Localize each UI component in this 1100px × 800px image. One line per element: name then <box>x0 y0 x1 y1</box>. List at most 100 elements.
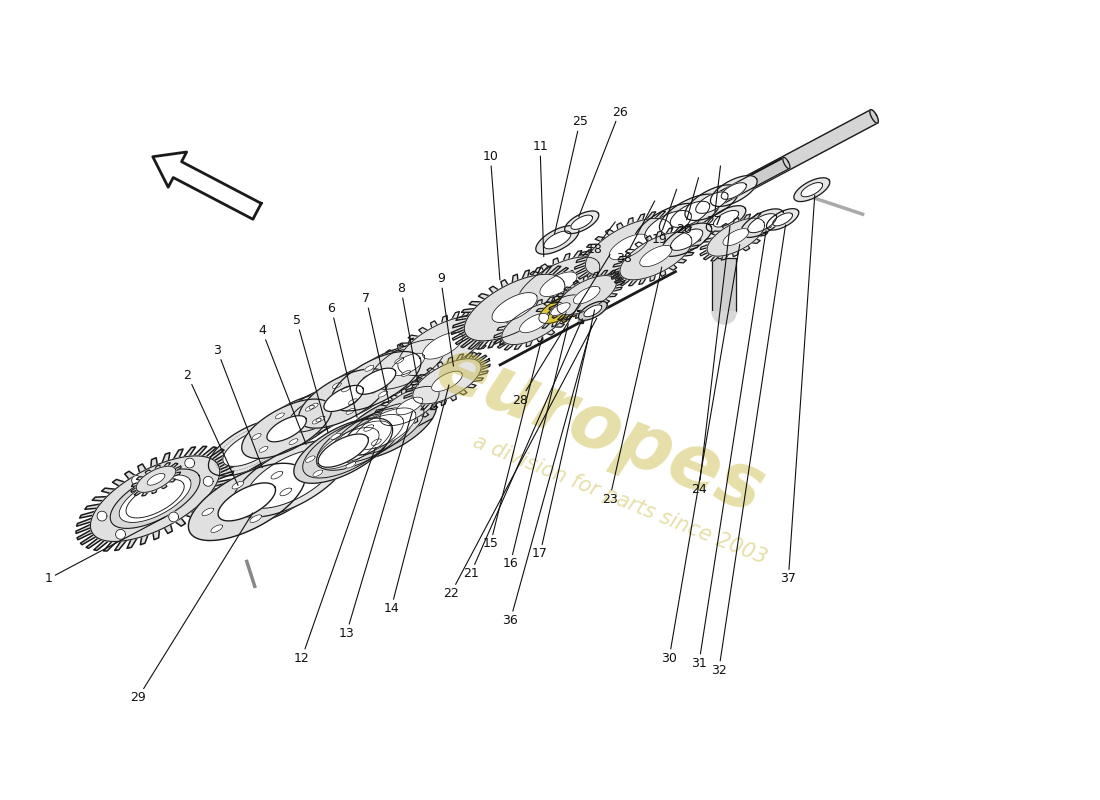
Text: 14: 14 <box>383 385 449 615</box>
Polygon shape <box>390 354 425 376</box>
Polygon shape <box>116 530 125 539</box>
Polygon shape <box>519 314 549 333</box>
Polygon shape <box>299 369 388 428</box>
Text: 13: 13 <box>339 411 412 640</box>
Polygon shape <box>364 425 374 431</box>
Polygon shape <box>258 446 268 452</box>
Polygon shape <box>188 463 305 541</box>
Text: 19: 19 <box>651 190 676 246</box>
Polygon shape <box>153 152 261 219</box>
Polygon shape <box>318 434 368 467</box>
Text: 2: 2 <box>184 369 238 486</box>
Polygon shape <box>306 406 315 411</box>
Polygon shape <box>223 429 280 466</box>
Polygon shape <box>90 456 220 542</box>
Polygon shape <box>245 449 336 508</box>
Polygon shape <box>464 274 565 341</box>
Polygon shape <box>316 427 380 469</box>
Polygon shape <box>312 418 321 424</box>
Polygon shape <box>252 434 261 439</box>
Polygon shape <box>670 229 703 250</box>
Polygon shape <box>609 234 648 260</box>
Polygon shape <box>441 110 878 351</box>
Polygon shape <box>362 375 372 381</box>
Text: 23: 23 <box>602 267 662 506</box>
Text: 15: 15 <box>483 338 542 550</box>
Polygon shape <box>144 438 263 508</box>
Polygon shape <box>748 214 777 233</box>
Polygon shape <box>372 439 382 446</box>
Polygon shape <box>519 296 528 310</box>
Polygon shape <box>126 479 184 518</box>
Polygon shape <box>794 178 829 202</box>
Polygon shape <box>517 257 600 311</box>
Polygon shape <box>309 403 318 409</box>
Polygon shape <box>402 370 410 377</box>
Polygon shape <box>670 202 710 227</box>
Polygon shape <box>317 414 403 470</box>
Text: 30: 30 <box>661 245 740 665</box>
Polygon shape <box>353 408 416 450</box>
Polygon shape <box>232 440 349 518</box>
Polygon shape <box>700 214 771 261</box>
Polygon shape <box>147 474 165 485</box>
Text: 27: 27 <box>706 166 722 228</box>
Text: 8: 8 <box>397 282 418 385</box>
Polygon shape <box>459 158 790 341</box>
Text: 24: 24 <box>691 226 730 496</box>
Text: 3: 3 <box>213 344 262 468</box>
Polygon shape <box>722 182 747 199</box>
Polygon shape <box>119 475 191 522</box>
Polygon shape <box>211 525 222 533</box>
Text: 20: 20 <box>676 178 698 236</box>
Polygon shape <box>332 382 341 389</box>
Polygon shape <box>131 462 182 496</box>
Polygon shape <box>661 223 712 256</box>
Polygon shape <box>370 388 378 394</box>
Polygon shape <box>772 213 792 226</box>
Polygon shape <box>506 250 610 318</box>
Polygon shape <box>557 275 616 314</box>
Text: a division for parts since 2003: a division for parts since 2003 <box>470 431 769 568</box>
Polygon shape <box>801 182 823 197</box>
Polygon shape <box>713 312 736 324</box>
Polygon shape <box>232 482 244 489</box>
Polygon shape <box>711 175 757 206</box>
Polygon shape <box>110 469 200 529</box>
Text: 18: 18 <box>586 222 615 255</box>
Polygon shape <box>242 399 331 458</box>
Polygon shape <box>379 386 439 426</box>
Polygon shape <box>267 416 307 442</box>
Polygon shape <box>452 266 578 349</box>
Polygon shape <box>398 316 487 375</box>
Polygon shape <box>276 385 359 440</box>
Polygon shape <box>342 386 351 392</box>
Polygon shape <box>502 302 566 345</box>
Polygon shape <box>404 353 490 410</box>
Polygon shape <box>551 302 570 315</box>
Polygon shape <box>378 391 387 397</box>
Polygon shape <box>571 215 593 230</box>
Polygon shape <box>257 438 263 447</box>
Polygon shape <box>610 226 701 286</box>
Text: europes: europes <box>425 330 774 530</box>
Text: 29: 29 <box>130 513 253 705</box>
Polygon shape <box>361 334 454 395</box>
Polygon shape <box>573 286 601 304</box>
Polygon shape <box>289 438 298 445</box>
Polygon shape <box>685 185 739 221</box>
Polygon shape <box>714 210 738 227</box>
Polygon shape <box>579 311 583 323</box>
Polygon shape <box>585 218 672 275</box>
Polygon shape <box>271 471 283 479</box>
Polygon shape <box>132 475 142 486</box>
Polygon shape <box>539 295 582 323</box>
Polygon shape <box>76 446 234 551</box>
Polygon shape <box>185 458 195 468</box>
Polygon shape <box>345 462 355 468</box>
Polygon shape <box>494 297 574 350</box>
Text: 1: 1 <box>45 517 165 586</box>
Text: 17: 17 <box>532 310 595 561</box>
Polygon shape <box>316 416 324 422</box>
Polygon shape <box>634 203 702 249</box>
